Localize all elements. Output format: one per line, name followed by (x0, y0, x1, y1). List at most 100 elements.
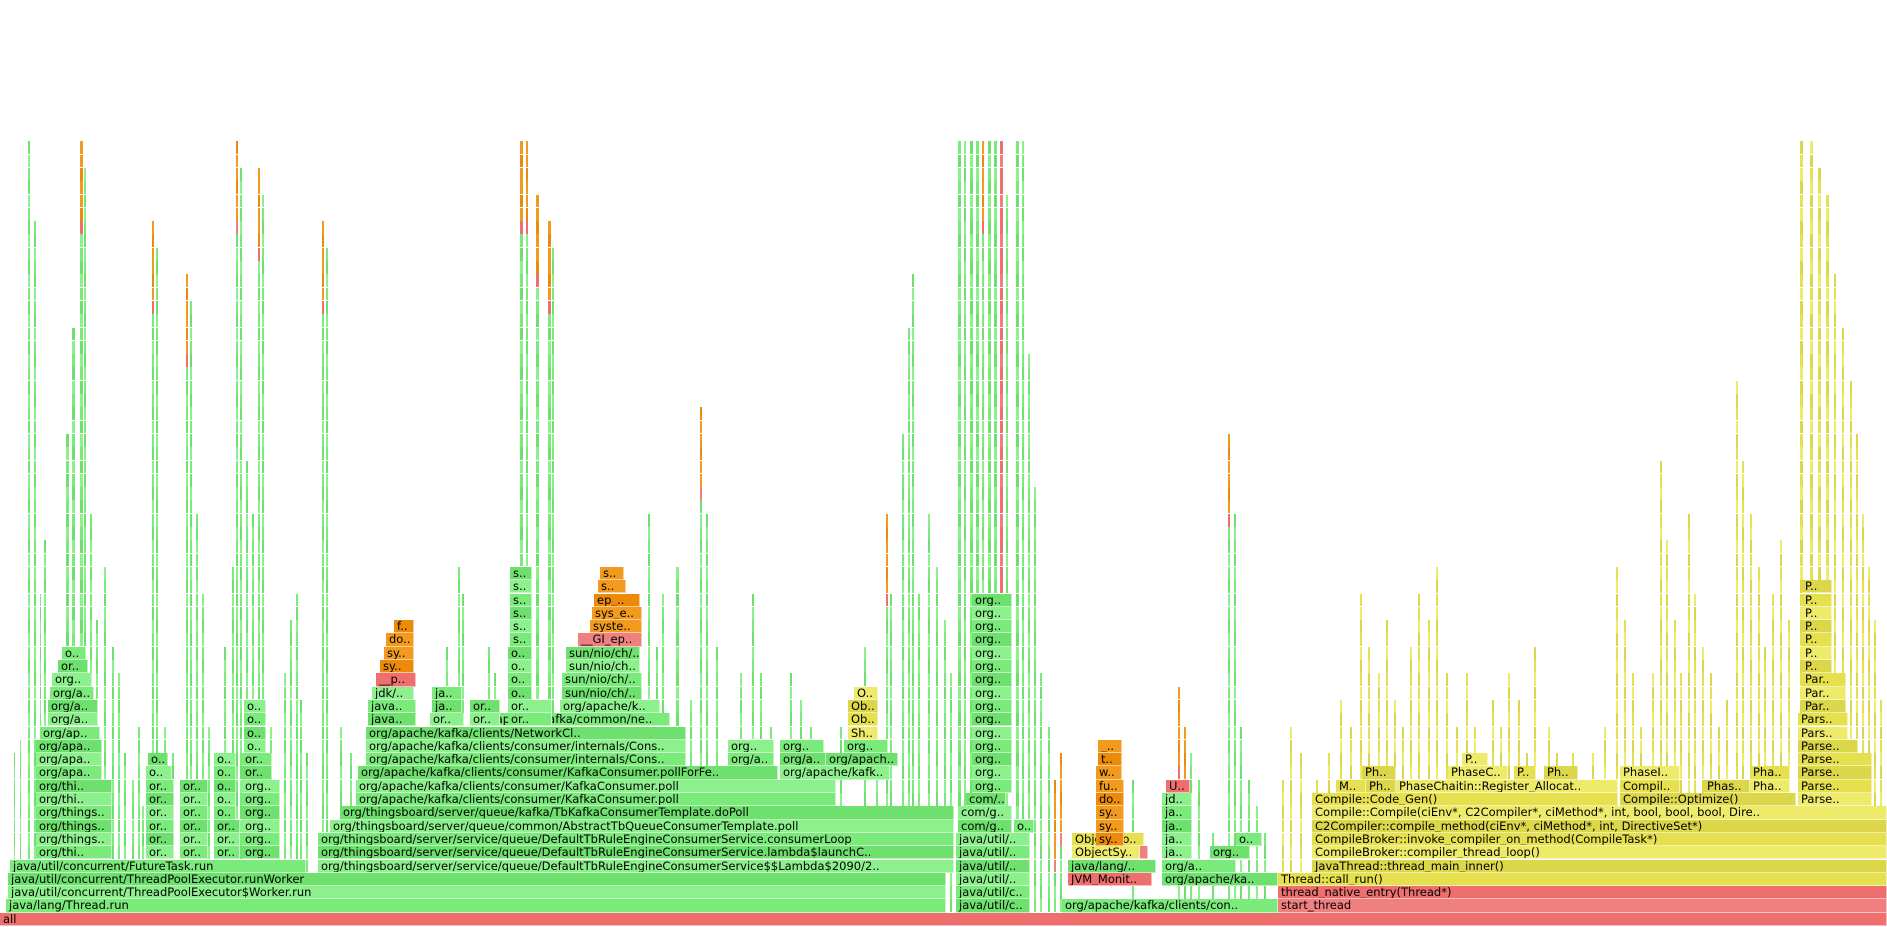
stack-frame[interactable] (300, 699, 302, 713)
stack-frame[interactable] (1710, 739, 1712, 753)
stack-frame[interactable] (28, 739, 30, 753)
stack-frame[interactable] (112, 766, 114, 780)
stack-frame[interactable] (706, 513, 708, 527)
stack-frame[interactable] (1624, 633, 1626, 647)
stack-frame[interactable] (964, 247, 966, 261)
stack-frame[interactable] (1040, 753, 1042, 766)
stack-frame[interactable] (262, 646, 264, 660)
stack-frame[interactable] (1290, 859, 1292, 873)
stack-frame[interactable] (1016, 686, 1019, 700)
stack-frame[interactable] (1616, 633, 1618, 647)
stack-frame[interactable] (322, 247, 324, 261)
stack-frame[interactable] (1234, 699, 1236, 713)
stack-frame[interactable] (548, 606, 551, 620)
stack-frame[interactable] (1674, 673, 1676, 687)
stack-frame[interactable] (1710, 699, 1712, 713)
stack-frame[interactable] (1040, 713, 1042, 727)
stack-frame[interactable] (1228, 753, 1230, 766)
stack-frame[interactable] (976, 167, 979, 181)
stack-frame[interactable] (1034, 726, 1036, 740)
stack-frame[interactable] (1834, 433, 1836, 447)
stack-frame[interactable] (1264, 886, 1266, 899)
stack-frame[interactable] (1842, 660, 1844, 673)
stack-frame[interactable] (1750, 699, 1752, 713)
stack-frame[interactable] (648, 646, 650, 660)
stack-frame[interactable] (1674, 699, 1676, 713)
stack-frame[interactable] (1282, 819, 1284, 833)
stack-frame[interactable] (1190, 766, 1192, 780)
stack-frame[interactable] (1856, 553, 1858, 567)
stack-frame[interactable] (1834, 513, 1836, 527)
stack-frame[interactable] (262, 247, 264, 261)
stack-frame[interactable] (1688, 553, 1690, 567)
stack-frame[interactable] (1028, 686, 1030, 700)
stack-frame[interactable] (262, 606, 264, 620)
stack-frame[interactable] (1016, 154, 1019, 168)
stack-frame[interactable] (988, 261, 991, 274)
stack-frame[interactable] (1810, 247, 1813, 261)
stack-frame[interactable] (908, 407, 910, 421)
stack-frame[interactable] (1764, 753, 1766, 766)
stack-frame[interactable] (322, 606, 324, 620)
stack-frame[interactable] (112, 793, 114, 806)
stack-frame[interactable] (1418, 753, 1420, 766)
stack-frame[interactable] (886, 699, 888, 713)
stack-frame[interactable] (1742, 726, 1744, 740)
stack-frame[interactable] (1624, 660, 1626, 673)
stack-frame[interactable] (1694, 739, 1696, 753)
stack-frame[interactable] (1198, 779, 1200, 793)
stack-frame[interactable] (1428, 673, 1430, 687)
stack-frame[interactable] (1842, 580, 1844, 594)
stack-frame[interactable] (1394, 739, 1396, 753)
stack-frame[interactable] (994, 194, 997, 208)
stack-frame[interactable] (252, 633, 254, 647)
stack-frame[interactable] (1368, 726, 1370, 740)
stack-frame[interactable] (142, 846, 144, 860)
stack-frame[interactable] (1016, 793, 1019, 806)
stack-frame[interactable] (80, 553, 83, 567)
stack-frame[interactable] (1826, 327, 1829, 341)
stack-frame[interactable] (526, 380, 528, 394)
stack-frame[interactable] (994, 513, 997, 527)
stack-frame[interactable] (240, 274, 242, 288)
stack-frame[interactable] (994, 141, 997, 155)
stack-frame[interactable] (1764, 686, 1766, 700)
stack-frame[interactable] (548, 460, 551, 474)
stack-frame[interactable] (1660, 620, 1662, 633)
stack-frame[interactable] (1022, 620, 1024, 633)
stack-frame[interactable] (1418, 633, 1420, 647)
stack-frame[interactable] (1234, 739, 1236, 753)
stack-frame[interactable] (1688, 686, 1690, 700)
stack-frame[interactable] (112, 660, 114, 673)
stack-frame[interactable] (958, 141, 961, 155)
stack-frame[interactable] (964, 327, 966, 341)
stack-frame[interactable] (1834, 380, 1836, 394)
stack-frame[interactable] (1016, 354, 1019, 367)
stack-frame[interactable] (536, 566, 539, 580)
stack-frame[interactable] (20, 819, 21, 833)
stack-frame[interactable] (902, 606, 904, 620)
stack-frame[interactable] (1264, 859, 1266, 873)
stack-frame[interactable] (548, 354, 551, 367)
stack-frame[interactable] (1834, 646, 1836, 660)
stack-frame[interactable] (1508, 766, 1510, 780)
stack-frame[interactable] (488, 686, 490, 700)
stack-frame[interactable] (236, 699, 238, 713)
stack-frame[interactable] (988, 540, 991, 554)
stack-frame[interactable] (196, 553, 198, 567)
stack-frame[interactable] (958, 646, 961, 660)
stack-frame[interactable] (462, 699, 464, 713)
stack-frame[interactable] (1048, 832, 1050, 846)
stack-frame[interactable] (84, 394, 86, 407)
stack-frame[interactable] (976, 487, 979, 500)
stack-frame[interactable] (84, 194, 86, 208)
stack-frame[interactable] (262, 500, 264, 514)
stack-frame[interactable] (1810, 194, 1813, 208)
stack-frame[interactable] (28, 154, 30, 168)
stack-frame[interactable] (1666, 620, 1668, 633)
stack-frame[interactable] (246, 580, 248, 594)
stack-frame[interactable] (928, 779, 930, 793)
stack-frame[interactable] (90, 606, 92, 620)
stack-frame[interactable] (1742, 473, 1744, 487)
stack-frame[interactable] (958, 181, 961, 195)
